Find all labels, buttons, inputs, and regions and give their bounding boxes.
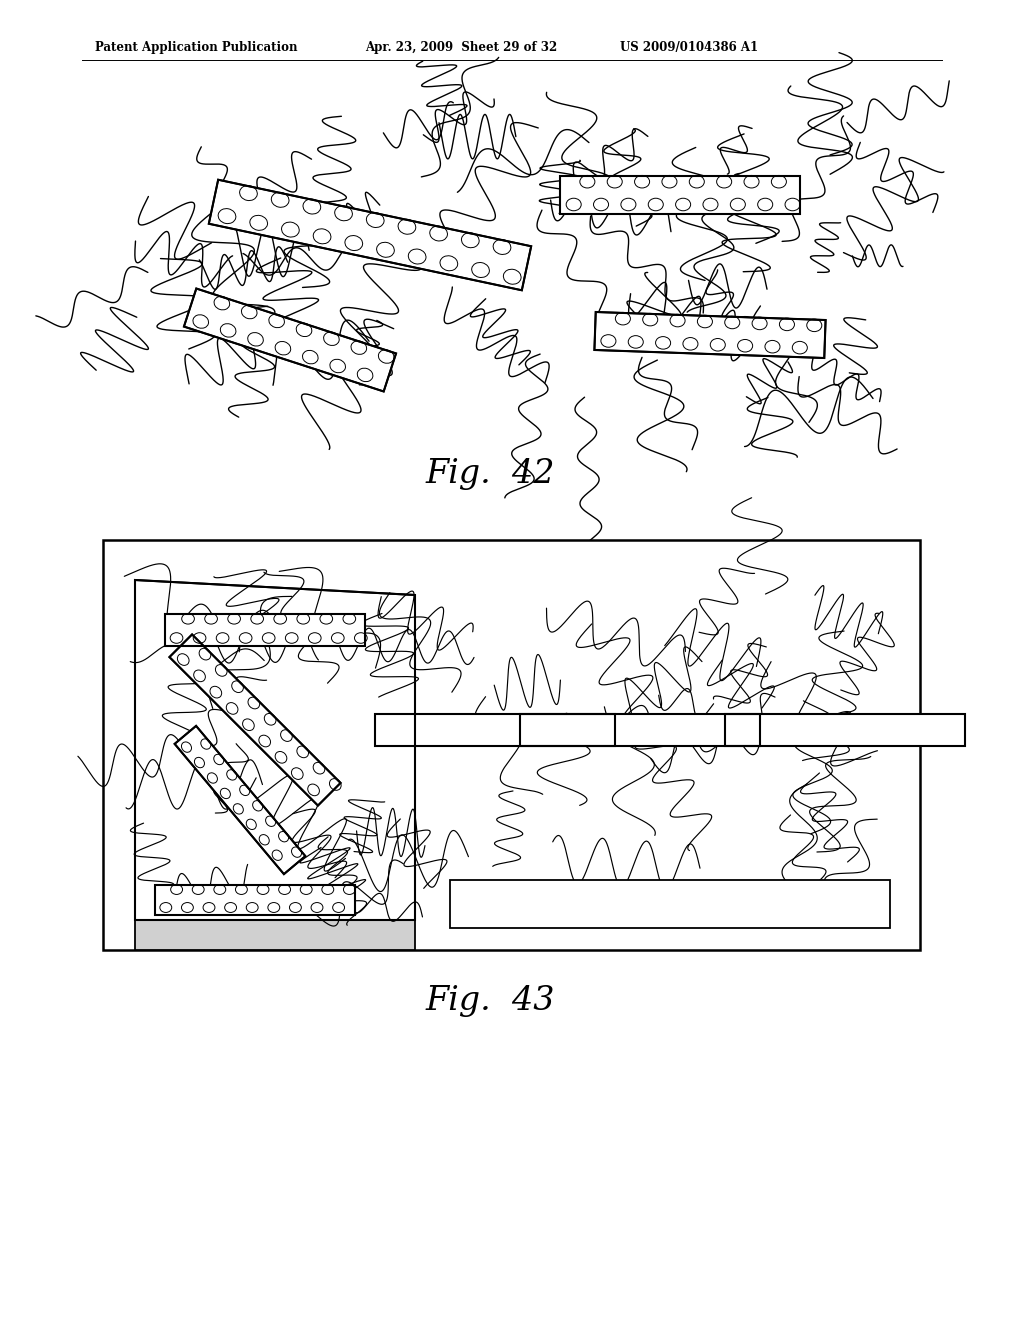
Polygon shape [594,312,825,358]
Text: US 2009/0104386 A1: US 2009/0104386 A1 [620,41,758,54]
Polygon shape [175,726,305,874]
Polygon shape [520,714,760,746]
Polygon shape [135,920,415,950]
Polygon shape [184,289,396,392]
Polygon shape [209,180,531,290]
Polygon shape [725,714,965,746]
Polygon shape [560,176,800,214]
Polygon shape [135,579,415,920]
Text: Patent Application Publication: Patent Application Publication [95,41,298,54]
Text: Fig.  42: Fig. 42 [425,458,555,490]
Polygon shape [165,614,365,645]
Text: Fig.  43: Fig. 43 [425,985,555,1016]
Polygon shape [169,635,341,805]
Polygon shape [155,884,355,915]
Polygon shape [375,714,615,746]
Bar [103,540,920,950]
Text: Apr. 23, 2009  Sheet 29 of 32: Apr. 23, 2009 Sheet 29 of 32 [365,41,557,54]
Bar [450,880,890,928]
